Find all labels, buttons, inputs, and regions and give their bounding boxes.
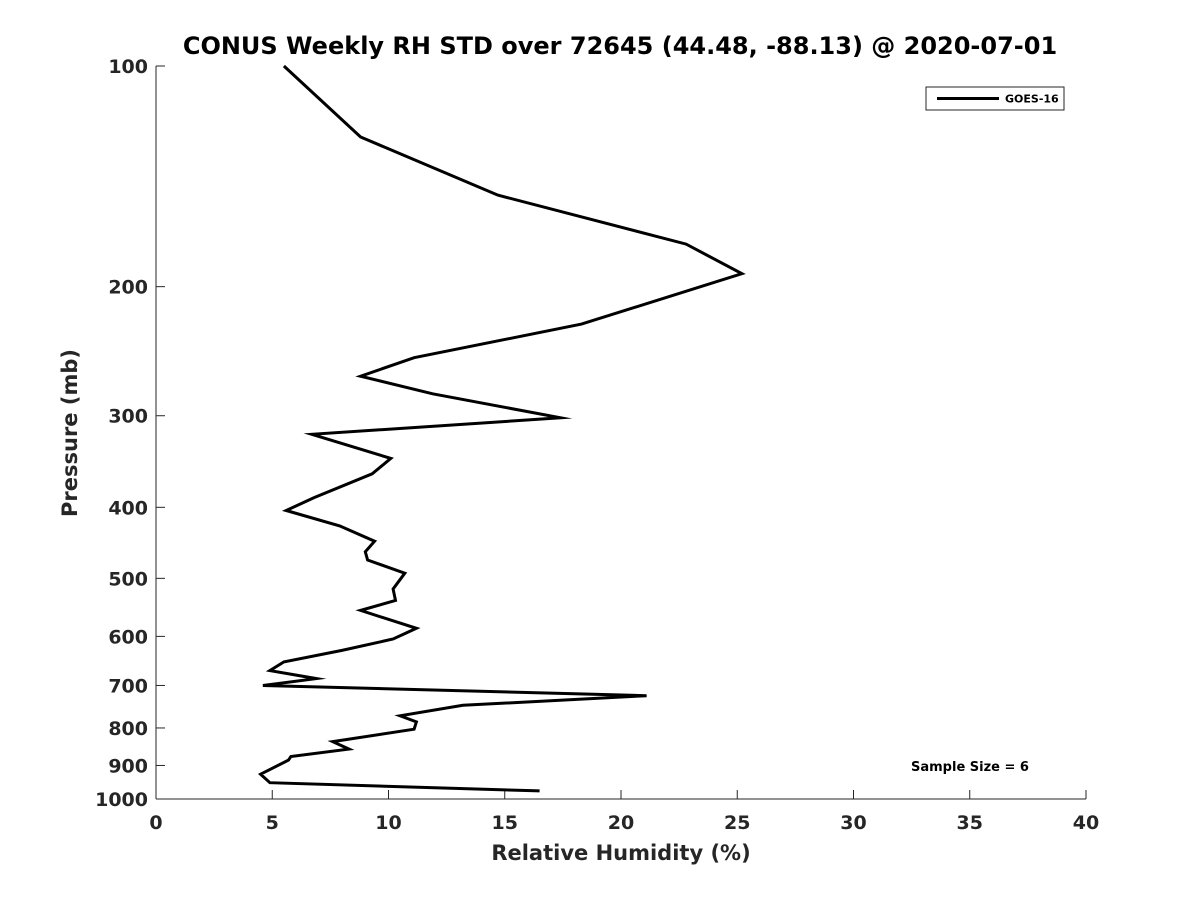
- sample-size-annotation: Sample Size = 6: [911, 760, 1029, 775]
- y-tick-label: 500: [108, 568, 148, 590]
- x-tick-label: 30: [840, 812, 866, 834]
- series-layer: [257, 64, 746, 793]
- y-tick-label: 300: [108, 406, 148, 428]
- y-ticks: 100 200 300 400 500 600 700 800 900 1000: [95, 56, 165, 811]
- y-tick-label: 100: [108, 56, 148, 78]
- chart-title: CONUS Weekly RH STD over 72645 (44.48, -…: [183, 32, 1057, 60]
- x-tick-label: 5: [266, 812, 279, 834]
- x-ticks: 0 5 10 15 20 25 30 35 40: [149, 790, 1099, 834]
- y-tick-label: 1000: [95, 789, 148, 811]
- y-tick-label: 800: [108, 718, 148, 740]
- y-axis-label: Pressure (mb): [58, 349, 82, 517]
- x-tick-label: 0: [149, 812, 162, 834]
- y-tick-label: 200: [108, 277, 148, 299]
- x-axis-label: Relative Humidity (%): [491, 841, 750, 865]
- plot-axes: [155, 66, 1086, 800]
- legend[interactable]: GOES-16: [925, 86, 1065, 111]
- x-tick-label: 25: [724, 812, 750, 834]
- x-tick-label: 15: [492, 812, 518, 834]
- x-tick-label: 10: [375, 812, 401, 834]
- x-tick-label: 20: [608, 812, 634, 834]
- y-tick-label: 400: [108, 497, 148, 519]
- x-tick-label: 40: [1073, 812, 1099, 834]
- y-tick-label: 600: [108, 626, 148, 648]
- y-tick-label: 900: [108, 755, 148, 777]
- legend-label-series: GOES-16: [1005, 93, 1059, 106]
- x-tick-label: 35: [957, 812, 983, 834]
- y-tick-label: 700: [108, 675, 148, 697]
- series-line: [257, 64, 746, 793]
